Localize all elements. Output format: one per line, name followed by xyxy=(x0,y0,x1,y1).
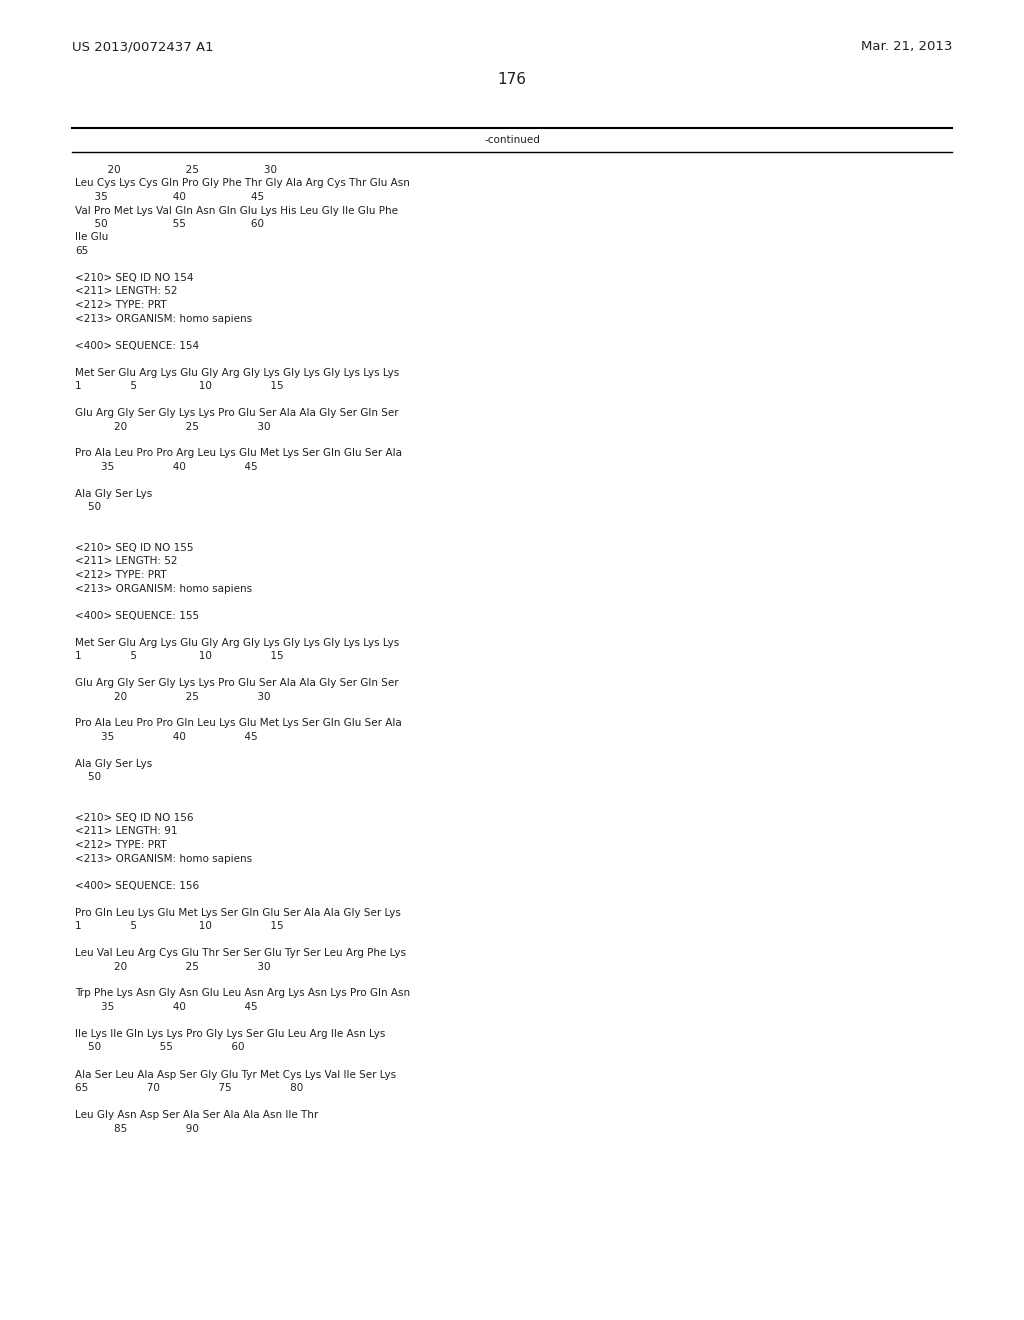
Text: Pro Ala Leu Pro Pro Arg Leu Lys Glu Met Lys Ser Gln Glu Ser Ala: Pro Ala Leu Pro Pro Arg Leu Lys Glu Met … xyxy=(75,449,402,458)
Text: 50                    55                    60: 50 55 60 xyxy=(75,219,264,228)
Text: Leu Cys Lys Cys Gln Pro Gly Phe Thr Gly Ala Arg Cys Thr Glu Asn: Leu Cys Lys Cys Gln Pro Gly Phe Thr Gly … xyxy=(75,178,410,189)
Text: 65: 65 xyxy=(75,246,88,256)
Text: <213> ORGANISM: homo sapiens: <213> ORGANISM: homo sapiens xyxy=(75,854,252,863)
Text: US 2013/0072437 A1: US 2013/0072437 A1 xyxy=(72,40,214,53)
Text: 1               5                   10                  15: 1 5 10 15 xyxy=(75,921,284,931)
Text: 20                    25                    30: 20 25 30 xyxy=(75,165,278,176)
Text: Met Ser Glu Arg Lys Glu Gly Arg Gly Lys Gly Lys Gly Lys Lys Lys: Met Ser Glu Arg Lys Glu Gly Arg Gly Lys … xyxy=(75,367,399,378)
Text: 35                    40                    45: 35 40 45 xyxy=(75,191,264,202)
Text: Met Ser Glu Arg Lys Glu Gly Arg Gly Lys Gly Lys Gly Lys Lys Lys: Met Ser Glu Arg Lys Glu Gly Arg Gly Lys … xyxy=(75,638,399,648)
Text: 20                  25                  30: 20 25 30 xyxy=(75,692,270,701)
Text: <210> SEQ ID NO 155: <210> SEQ ID NO 155 xyxy=(75,543,194,553)
Text: <213> ORGANISM: homo sapiens: <213> ORGANISM: homo sapiens xyxy=(75,583,252,594)
Text: Leu Val Leu Arg Cys Glu Thr Ser Ser Glu Tyr Ser Leu Arg Phe Lys: Leu Val Leu Arg Cys Glu Thr Ser Ser Glu … xyxy=(75,948,406,958)
Text: <212> TYPE: PRT: <212> TYPE: PRT xyxy=(75,570,167,579)
Text: 65                  70                  75                  80: 65 70 75 80 xyxy=(75,1082,303,1093)
Text: Mar. 21, 2013: Mar. 21, 2013 xyxy=(860,40,952,53)
Text: Val Pro Met Lys Val Gln Asn Gln Glu Lys His Leu Gly Ile Glu Phe: Val Pro Met Lys Val Gln Asn Gln Glu Lys … xyxy=(75,206,398,215)
Text: <210> SEQ ID NO 156: <210> SEQ ID NO 156 xyxy=(75,813,194,822)
Text: 176: 176 xyxy=(498,73,526,87)
Text: Glu Arg Gly Ser Gly Lys Lys Pro Glu Ser Ala Ala Gly Ser Gln Ser: Glu Arg Gly Ser Gly Lys Lys Pro Glu Ser … xyxy=(75,408,398,418)
Text: 20                  25                  30: 20 25 30 xyxy=(75,421,270,432)
Text: <211> LENGTH: 91: <211> LENGTH: 91 xyxy=(75,826,177,837)
Text: 50                  55                  60: 50 55 60 xyxy=(75,1043,245,1052)
Text: <212> TYPE: PRT: <212> TYPE: PRT xyxy=(75,840,167,850)
Text: 85                  90: 85 90 xyxy=(75,1123,199,1134)
Text: 1               5                   10                  15: 1 5 10 15 xyxy=(75,381,284,391)
Text: <400> SEQUENCE: 154: <400> SEQUENCE: 154 xyxy=(75,341,199,351)
Text: 50: 50 xyxy=(75,772,101,783)
Text: -continued: -continued xyxy=(484,135,540,145)
Text: <210> SEQ ID NO 154: <210> SEQ ID NO 154 xyxy=(75,273,194,282)
Text: Ala Gly Ser Lys: Ala Gly Ser Lys xyxy=(75,488,153,499)
Text: <400> SEQUENCE: 155: <400> SEQUENCE: 155 xyxy=(75,610,199,620)
Text: Glu Arg Gly Ser Gly Lys Lys Pro Glu Ser Ala Ala Gly Ser Gln Ser: Glu Arg Gly Ser Gly Lys Lys Pro Glu Ser … xyxy=(75,678,398,688)
Text: <213> ORGANISM: homo sapiens: <213> ORGANISM: homo sapiens xyxy=(75,314,252,323)
Text: Leu Gly Asn Asp Ser Ala Ser Ala Ala Asn Ile Thr: Leu Gly Asn Asp Ser Ala Ser Ala Ala Asn … xyxy=(75,1110,318,1119)
Text: 35                  40                  45: 35 40 45 xyxy=(75,733,258,742)
Text: Pro Ala Leu Pro Pro Gln Leu Lys Glu Met Lys Ser Gln Glu Ser Ala: Pro Ala Leu Pro Pro Gln Leu Lys Glu Met … xyxy=(75,718,401,729)
Text: Ala Gly Ser Lys: Ala Gly Ser Lys xyxy=(75,759,153,770)
Text: <211> LENGTH: 52: <211> LENGTH: 52 xyxy=(75,557,177,566)
Text: 1               5                   10                  15: 1 5 10 15 xyxy=(75,651,284,661)
Text: <400> SEQUENCE: 156: <400> SEQUENCE: 156 xyxy=(75,880,199,891)
Text: Ile Lys Ile Gln Lys Lys Pro Gly Lys Ser Glu Leu Arg Ile Asn Lys: Ile Lys Ile Gln Lys Lys Pro Gly Lys Ser … xyxy=(75,1030,385,1039)
Text: 35                  40                  45: 35 40 45 xyxy=(75,462,258,473)
Text: 20                  25                  30: 20 25 30 xyxy=(75,961,270,972)
Text: Ile Glu: Ile Glu xyxy=(75,232,109,243)
Text: Pro Gln Leu Lys Glu Met Lys Ser Gln Glu Ser Ala Ala Gly Ser Lys: Pro Gln Leu Lys Glu Met Lys Ser Gln Glu … xyxy=(75,908,400,917)
Text: Ala Ser Leu Ala Asp Ser Gly Glu Tyr Met Cys Lys Val Ile Ser Lys: Ala Ser Leu Ala Asp Ser Gly Glu Tyr Met … xyxy=(75,1069,396,1080)
Text: Trp Phe Lys Asn Gly Asn Glu Leu Asn Arg Lys Asn Lys Pro Gln Asn: Trp Phe Lys Asn Gly Asn Glu Leu Asn Arg … xyxy=(75,989,411,998)
Text: 35                  40                  45: 35 40 45 xyxy=(75,1002,258,1012)
Text: <211> LENGTH: 52: <211> LENGTH: 52 xyxy=(75,286,177,297)
Text: <212> TYPE: PRT: <212> TYPE: PRT xyxy=(75,300,167,310)
Text: 50: 50 xyxy=(75,503,101,512)
